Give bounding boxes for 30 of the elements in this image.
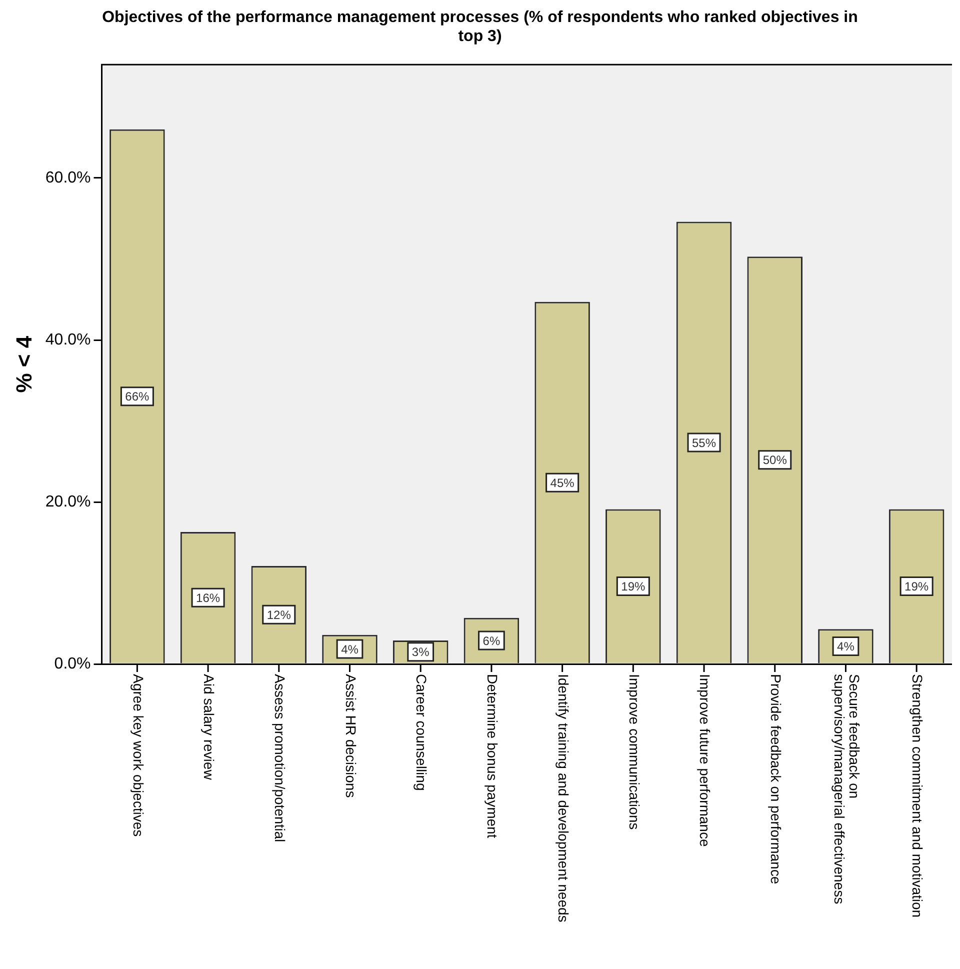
x-tick-label: Assess promotion/potential [272,674,288,842]
y-tick-label: 0.0% [54,655,91,672]
x-tick-label: Secure feedback on supervisory/managerial effectiveness [831,674,862,904]
y-axis-title: % < 4 [11,335,36,393]
data-label: 16% [196,590,220,605]
data-label: 4% [341,642,359,656]
chart-title: Objectives of the performance management processes (% of respondents who ranked objectives in top 3) [101,8,859,46]
y-tick-label: 20.0% [45,493,91,510]
x-tick-label: Aid salary review [201,674,218,781]
x-tick-label: Strengthen commitment and motivation [910,674,926,918]
x-tick-label: Assist HR decisions [342,674,359,798]
x-tick-label: Agree key work objectives [130,674,146,837]
data-label: 6% [482,634,500,648]
data-label: 45% [550,476,575,490]
data-label: 50% [762,453,788,468]
x-tick-label: Provide feedback on performance [768,674,784,884]
x-tick-label: Improve future performance [697,674,714,847]
data-label: 4% [837,640,855,654]
data-label: 55% [692,436,716,450]
x-tick-label: Career counselling [414,674,430,791]
data-label: 19% [904,580,929,594]
y-tick-label: 40.0% [45,331,91,348]
x-tick-label: Identify training and development needs [555,674,572,922]
x-tick-label: Determine bonus payment [484,674,501,838]
x-tick-label: Improve communications [626,674,642,830]
data-label: 66% [125,390,150,404]
data-label: 12% [266,608,292,622]
data-label: 19% [621,580,646,594]
data-label: 3% [412,645,430,660]
y-tick-label: 60.0% [45,169,91,186]
